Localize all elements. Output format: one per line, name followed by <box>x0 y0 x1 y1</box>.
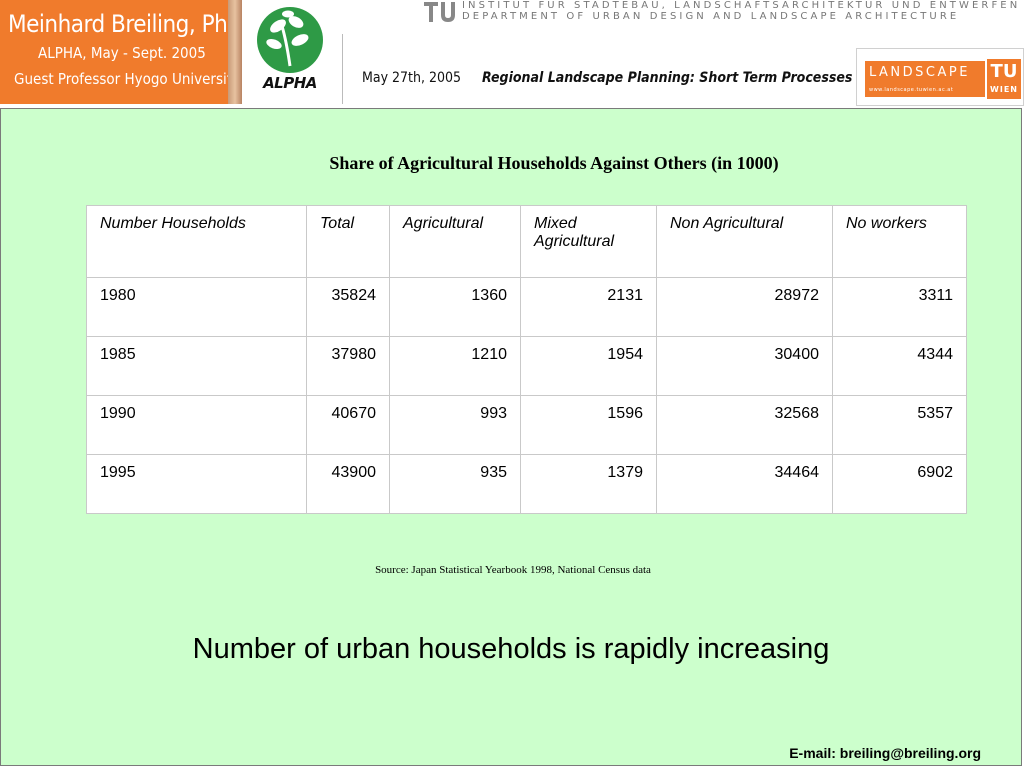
year-cell: 1985 <box>86 336 307 396</box>
slide-body: Share of Agricultural Households Against… <box>0 108 1022 766</box>
table-cell: 30400 <box>656 336 833 396</box>
table-cell: 1360 <box>389 277 521 337</box>
table-cell: 35824 <box>306 277 390 337</box>
contact-email: E-mail: breiling@breiling.org <box>789 745 981 761</box>
table-cell: 5357 <box>832 395 967 455</box>
table-row: 1990 40670 993 1596 32568 5357 <box>86 395 967 455</box>
header-cell: No workers <box>832 205 967 278</box>
table-cell: 1210 <box>389 336 521 396</box>
alpha-leaf-logo-icon <box>257 7 323 73</box>
table-cell: 28972 <box>656 277 833 337</box>
table-cell: 1954 <box>520 336 657 396</box>
households-table: Number Households Total Agricultural Mix… <box>86 205 967 514</box>
data-source-note: Source: Japan Statistical Yearbook 1998,… <box>375 564 651 576</box>
table-cell: 4344 <box>832 336 967 396</box>
header-cell: Number Households <box>86 205 307 278</box>
tu-wien-logo-tu: TU <box>990 61 1018 82</box>
header-cell: Total <box>306 205 390 278</box>
landscape-logo: LANDSCAPE www.landscape.tuwien.ac.at TU … <box>856 48 1024 106</box>
tu-wien-logo-wien: WIEN <box>990 85 1018 94</box>
slide-header: Meinhard Breiling, Ph.D. ALPHA, May - Se… <box>0 0 1024 108</box>
author-affiliation: ALPHA, May - Sept. 2005 <box>38 44 206 62</box>
tu-wien-logo: TU WIEN <box>987 59 1021 99</box>
author-position: Guest Professor Hyogo University <box>14 70 241 88</box>
table-cell: 34464 <box>656 454 833 514</box>
year-cell: 1995 <box>86 454 307 514</box>
year-cell: 1980 <box>86 277 307 337</box>
landscape-logo-word: LANDSCAPE <box>869 65 970 80</box>
table-row: 1985 37980 1210 1954 30400 4344 <box>86 336 967 396</box>
table-cell: 3311 <box>832 277 967 337</box>
presentation-date: May 27th, 2005 <box>362 70 462 86</box>
table-cell: 43900 <box>306 454 390 514</box>
institute-name-german: INSTITUT FÜR STÄDTEBAU, LANDSCHAFTSARCHI… <box>462 0 1021 11</box>
table-row: 1995 43900 935 1379 34464 6902 <box>86 454 967 514</box>
table-header-row: Number Households Total Agricultural Mix… <box>86 205 967 278</box>
key-statement: Number of urban households is rapidly in… <box>192 633 830 665</box>
header-cell: Mixed Agricultural <box>520 205 657 278</box>
table-cell: 935 <box>389 454 521 514</box>
header-divider <box>342 34 343 104</box>
table-row: 1980 35824 1360 2131 28972 3311 <box>86 277 967 337</box>
table-cell: 993 <box>389 395 521 455</box>
author-photo <box>228 0 242 104</box>
institute-name-english: DEPARTMENT OF URBAN DESIGN AND LANDSCAPE… <box>462 11 960 22</box>
course-title: Regional Landscape Planning: Short Term … <box>482 70 853 86</box>
year-cell: 1990 <box>86 395 307 455</box>
author-banner: Meinhard Breiling, Ph.D. ALPHA, May - Se… <box>0 0 257 104</box>
author-name: Meinhard Breiling, Ph.D. <box>8 10 257 38</box>
landscape-logo-bar <box>865 61 985 97</box>
header-cell: Agricultural <box>389 205 521 278</box>
table-cell: 6902 <box>832 454 967 514</box>
header-cell: Non Agricultural <box>656 205 833 278</box>
landscape-logo-url: www.landscape.tuwien.ac.at <box>869 87 954 93</box>
table-cell: 1596 <box>520 395 657 455</box>
table-cell: 2131 <box>520 277 657 337</box>
table-cell: 40670 <box>306 395 390 455</box>
table-cell: 1379 <box>520 454 657 514</box>
alpha-logo-text: ALPHA <box>263 74 317 92</box>
table-title: Share of Agricultural Households Against… <box>329 153 779 173</box>
table-cell: 32568 <box>656 395 833 455</box>
table-cell: 37980 <box>306 336 390 396</box>
tu-logo-icon <box>424 2 455 22</box>
